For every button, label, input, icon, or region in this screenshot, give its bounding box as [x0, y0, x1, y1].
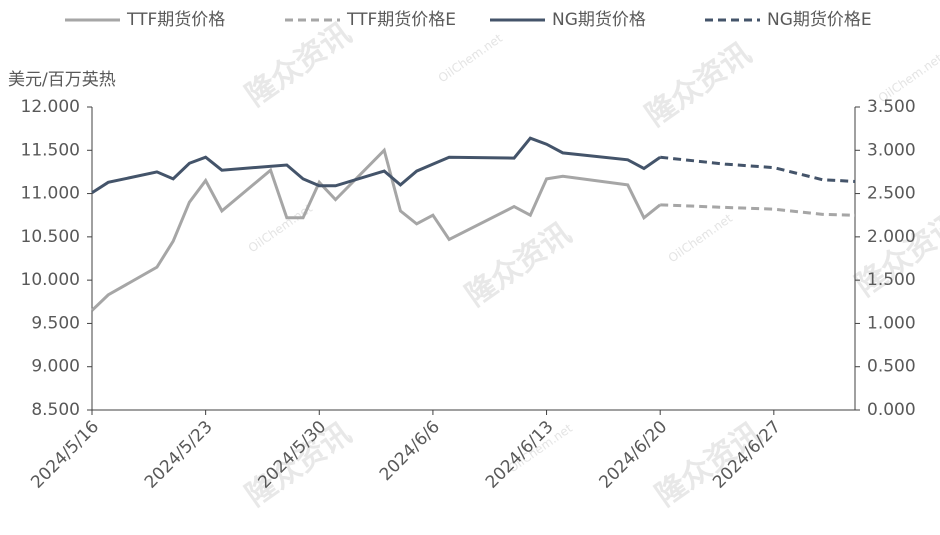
- y2-tick-label: 3.500: [867, 97, 916, 117]
- x-tick-label: 2024/6/6: [376, 417, 444, 485]
- legend-label: NG期货价格: [552, 10, 646, 30]
- watermark-url: OilChem.net: [246, 201, 315, 255]
- x-tick-label: 2024/6/13: [482, 417, 558, 493]
- legend-label: NG期货价格E: [767, 10, 872, 30]
- y2-tick-label: 2.000: [867, 227, 916, 247]
- watermark-url: OilChem.net: [436, 31, 505, 85]
- y2-tick-label: 2.500: [867, 184, 916, 204]
- watermark: 隆众资讯: [459, 216, 577, 313]
- y-tick-label: 8.500: [31, 400, 80, 420]
- y-tick-label: 11.500: [21, 140, 80, 160]
- x-tick-label: 2024/5/23: [141, 417, 217, 493]
- legend-label: TTF期货价格: [126, 10, 225, 30]
- y-tick-label: 10.000: [21, 270, 80, 290]
- watermark: 隆众资讯: [639, 36, 757, 133]
- legend-label: TTF期货价格E: [346, 10, 456, 30]
- y-tick-label: 9.000: [31, 357, 80, 377]
- y-axis-label: 美元/百万英热: [8, 70, 116, 90]
- watermark-url: OilChem.net: [666, 211, 735, 265]
- y2-tick-label: 0.000: [867, 400, 916, 420]
- y2-tick-label: 1.000: [867, 313, 916, 333]
- y2-tick-label: 3.000: [867, 140, 916, 160]
- y2-tick-label: 1.500: [867, 270, 916, 290]
- y-tick-label: 10.500: [21, 227, 80, 247]
- y2-tick-label: 0.500: [867, 357, 916, 377]
- series-line: [90, 147, 662, 312]
- y-tick-label: 11.000: [21, 184, 80, 204]
- x-tick-label: 2024/5/16: [27, 417, 103, 493]
- series-line: [660, 155, 856, 183]
- series-line: [660, 203, 856, 217]
- watermark: 隆众资讯: [239, 416, 357, 513]
- watermark: 隆众资讯: [239, 16, 357, 113]
- series-line: [91, 136, 662, 194]
- y-tick-label: 9.500: [31, 313, 80, 333]
- y-tick-label: 12.000: [21, 97, 80, 117]
